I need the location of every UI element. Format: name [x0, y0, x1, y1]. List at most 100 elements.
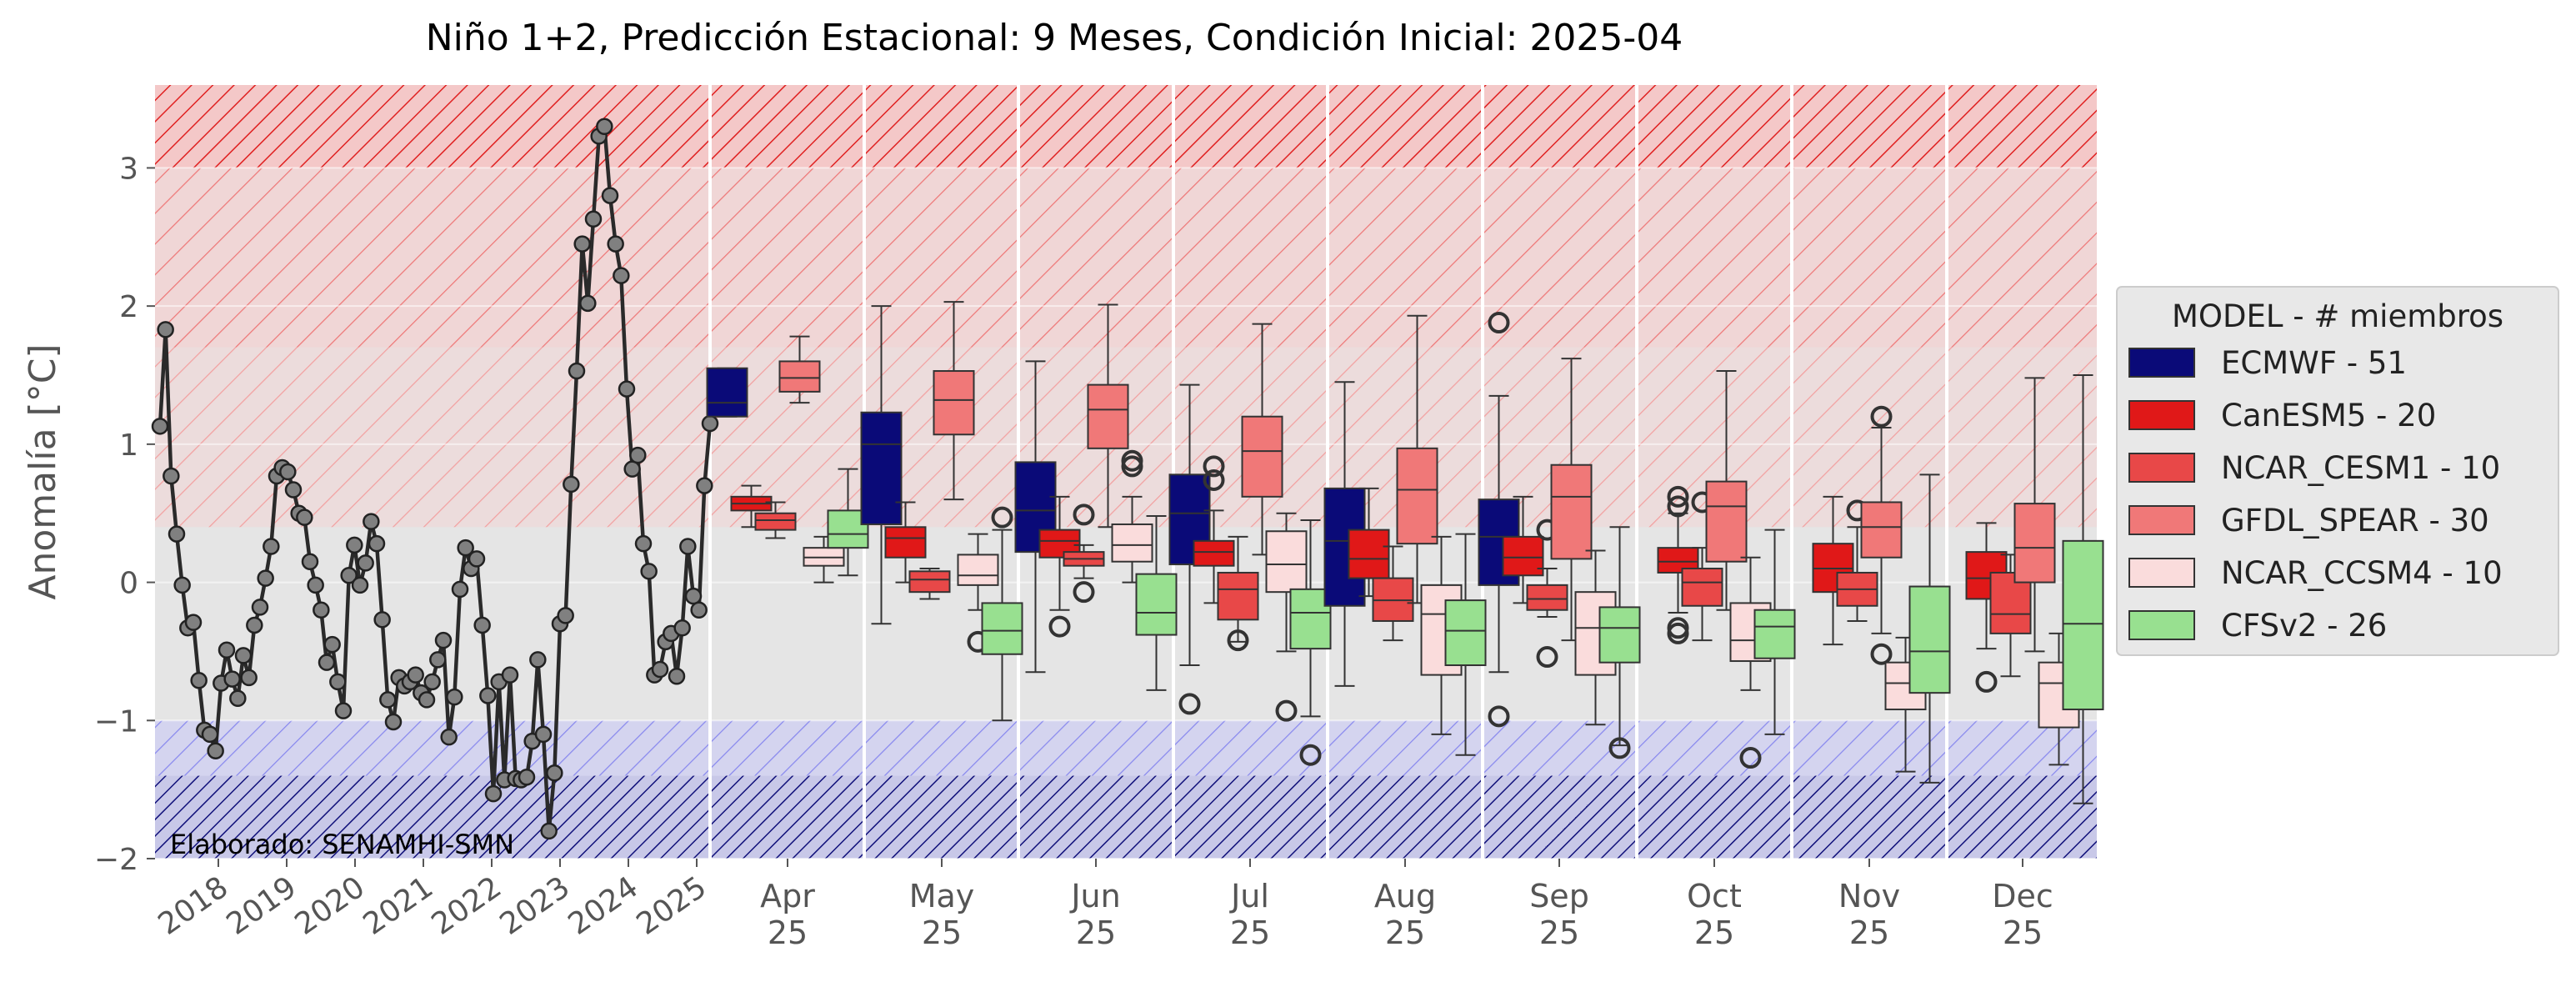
history-point	[607, 235, 624, 253]
history-point	[223, 670, 241, 688]
box-body	[754, 512, 797, 531]
history-point	[151, 418, 169, 435]
history-point	[307, 576, 324, 594]
band-hatch-0	[155, 85, 2097, 168]
month-tick-label: 25	[2003, 914, 2043, 951]
y-tick-label: 2	[119, 290, 138, 324]
history-point	[384, 713, 403, 731]
box-body	[1860, 501, 1903, 559]
box-6-5	[1753, 529, 1796, 735]
year-tick-label: 2020	[289, 870, 372, 942]
history-point	[218, 641, 236, 659]
box-outlier	[1739, 747, 1762, 769]
box-body	[957, 554, 999, 586]
history-point	[418, 691, 436, 709]
box-5-5	[1598, 526, 1641, 759]
legend-swatch	[2128, 348, 2195, 378]
month-tick-label: Nov	[1838, 878, 1900, 914]
year-tick-label: 2024	[563, 870, 645, 942]
history-point	[246, 616, 263, 634]
history-point	[451, 580, 469, 599]
box-body	[1265, 530, 1308, 594]
month-tick-label: 25	[1230, 914, 1270, 951]
box-body	[1753, 609, 1796, 659]
box-3-2	[1217, 535, 1259, 652]
box-1-3	[933, 301, 975, 501]
history-point	[329, 673, 347, 691]
box-0-3	[778, 335, 821, 404]
history-point	[368, 534, 386, 553]
box-outlier	[1870, 643, 1893, 665]
legend-entry-label: CFSv2 - 26	[2221, 608, 2387, 644]
box-outlier	[1667, 485, 1689, 508]
box-outlier	[1048, 615, 1071, 638]
month-tick-label: May	[909, 878, 975, 914]
box-body	[884, 526, 927, 559]
history-point	[190, 671, 208, 689]
box-2-5	[1135, 515, 1178, 691]
history-point	[340, 567, 358, 584]
history-point	[679, 538, 697, 555]
history-point	[473, 616, 491, 634]
box-body	[1444, 599, 1487, 666]
month-tick-label: 25	[1539, 914, 1579, 951]
box-outlier	[1975, 670, 1998, 693]
box-3-1	[1193, 455, 1235, 604]
year-tick-label: 2023	[494, 870, 577, 942]
box-4-1	[1348, 487, 1390, 598]
history-point	[651, 660, 669, 679]
history-point	[584, 210, 603, 228]
history-point	[479, 687, 497, 704]
box-outlier	[1275, 699, 1298, 722]
history-point	[257, 569, 274, 587]
history-point	[229, 689, 247, 708]
box-outlier	[1667, 495, 1689, 518]
box-outlier	[1488, 705, 1510, 728]
history-point	[379, 691, 397, 709]
month-tick-label: Aug	[1374, 878, 1436, 914]
month-tick-label: 25	[1849, 914, 1889, 951]
box-body	[706, 367, 748, 418]
box-2-4	[1111, 449, 1153, 584]
box-1-2	[908, 568, 951, 600]
box-body	[908, 570, 951, 594]
history-point	[157, 321, 174, 338]
history-point	[673, 619, 691, 637]
history-point	[363, 513, 380, 530]
year-tick-label: 2022	[426, 870, 508, 942]
box-outlier	[1178, 693, 1201, 715]
box-0-0	[706, 367, 748, 418]
box-7-3	[1860, 405, 1903, 665]
box-outlier	[1203, 455, 1225, 478]
box-body	[860, 411, 903, 525]
history-point	[251, 599, 269, 616]
box-body	[2013, 503, 2056, 584]
month-tick-label: Oct	[1687, 878, 1742, 914]
history-point	[201, 725, 219, 744]
history-line	[158, 120, 713, 832]
box-4-3	[1396, 314, 1438, 604]
history-point	[334, 702, 353, 719]
history-point	[518, 768, 536, 786]
box-7-2	[1836, 499, 1878, 622]
history-point	[407, 666, 424, 684]
year-tick-label: 2018	[153, 870, 235, 942]
box-body	[2062, 539, 2104, 711]
box-outlier	[991, 506, 1013, 529]
history-point	[357, 554, 374, 572]
y-axis: −2 −1 0 1 2 3	[94, 152, 155, 877]
box-body	[1502, 535, 1544, 577]
box-7-5	[1908, 473, 1951, 784]
history-point	[240, 669, 258, 687]
year-tick-label: 2025	[631, 870, 713, 942]
year-tick-label: 2021	[358, 870, 440, 942]
box-body	[1681, 568, 1723, 607]
history-point	[579, 294, 597, 313]
box-0-2	[754, 501, 797, 539]
history-point	[484, 784, 503, 803]
chart-title: Niño 1+2, Predicción Estacional: 9 Meses…	[425, 17, 1683, 59]
month-tick-label: Sep	[1529, 878, 1589, 914]
box-3-5	[1289, 519, 1332, 766]
legend-swatch	[2128, 453, 2195, 483]
